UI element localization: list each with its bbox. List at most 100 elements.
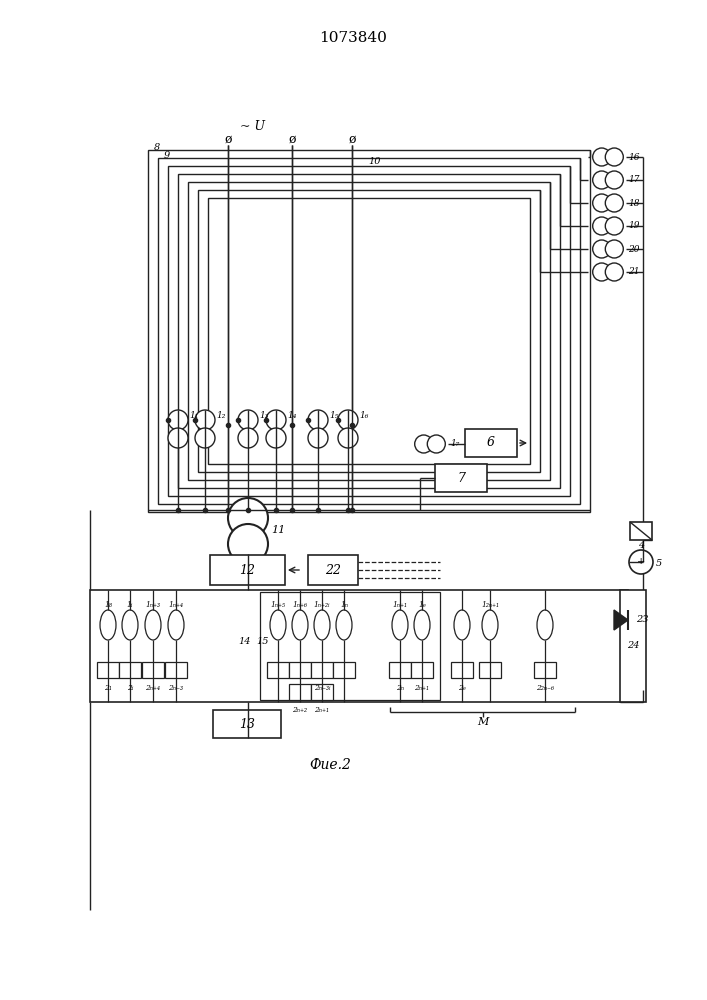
Bar (289, 662, 311, 678)
Bar (168, 166, 570, 496)
Text: 1₆: 1₆ (359, 410, 368, 420)
Ellipse shape (537, 610, 553, 640)
Bar (158, 158, 580, 504)
Text: 2₁: 2₁ (104, 684, 112, 692)
Bar (210, 555, 285, 585)
Text: 8: 8 (154, 142, 160, 151)
Text: 1₂ₙ₊₁: 1₂ₙ₊₁ (481, 601, 499, 609)
Text: Фие.2: Фие.2 (309, 758, 351, 772)
Text: 2ₙ₊₄: 2ₙ₊₄ (146, 684, 160, 692)
Text: 1₇: 1₇ (450, 440, 460, 448)
Bar (451, 662, 473, 678)
Text: 2ₑ: 2ₑ (458, 684, 466, 692)
Bar (198, 190, 540, 472)
Bar (178, 174, 560, 488)
Bar (97, 662, 119, 678)
Text: 23: 23 (636, 615, 648, 624)
Text: 1ₙ: 1ₙ (340, 601, 348, 609)
Text: 2ₙ: 2ₙ (396, 684, 404, 692)
Bar (411, 662, 433, 678)
Text: 1ₙ₊₆: 1ₙ₊₆ (293, 601, 308, 609)
Circle shape (592, 263, 611, 281)
Circle shape (605, 240, 624, 258)
Circle shape (338, 410, 358, 430)
Circle shape (308, 428, 328, 448)
Bar (208, 198, 530, 464)
Bar (119, 662, 141, 678)
Text: 1ₙ₊₂ᵢ: 1ₙ₊₂ᵢ (314, 601, 330, 609)
Text: 1₄: 1₄ (287, 410, 296, 420)
Bar (465, 429, 517, 457)
Bar (630, 522, 652, 540)
Bar (165, 662, 187, 678)
Text: 22: 22 (325, 564, 341, 576)
Bar (148, 150, 590, 512)
Bar (435, 464, 487, 492)
Ellipse shape (292, 610, 308, 640)
Circle shape (592, 171, 611, 189)
Text: 5: 5 (656, 558, 662, 568)
Text: 9: 9 (164, 150, 170, 159)
Circle shape (195, 410, 215, 430)
Text: 12: 12 (239, 564, 255, 576)
Text: 1ₙ₊₅: 1ₙ₊₅ (271, 601, 286, 609)
Bar (389, 662, 411, 678)
Bar (620, 590, 646, 702)
Text: 15: 15 (257, 638, 269, 647)
Circle shape (308, 410, 328, 430)
Text: 21: 21 (628, 267, 640, 276)
Circle shape (415, 435, 433, 453)
Text: 17: 17 (628, 176, 640, 184)
Circle shape (605, 194, 624, 212)
Text: 2ₙ₋₃: 2ₙ₋₃ (168, 684, 184, 692)
Ellipse shape (314, 610, 330, 640)
Circle shape (195, 428, 215, 448)
Circle shape (605, 171, 624, 189)
Circle shape (427, 435, 445, 453)
Circle shape (605, 148, 624, 166)
Circle shape (228, 498, 268, 538)
Text: 19: 19 (628, 222, 640, 231)
Text: 1ₙ₊₁: 1ₙ₊₁ (392, 601, 407, 609)
Circle shape (605, 217, 624, 235)
Text: 1₃: 1₃ (259, 410, 269, 420)
Ellipse shape (100, 610, 116, 640)
Text: M: M (477, 717, 489, 727)
Ellipse shape (122, 610, 138, 640)
Text: 2ₙ₋₃ᵢ: 2ₙ₋₃ᵢ (314, 684, 330, 692)
Text: 2ᵢ: 2ᵢ (127, 684, 133, 692)
Circle shape (238, 410, 258, 430)
Circle shape (592, 240, 611, 258)
Text: 16: 16 (628, 152, 640, 161)
Bar (142, 662, 164, 678)
Text: 7: 7 (457, 472, 465, 485)
Ellipse shape (145, 610, 161, 640)
Text: 2ₙ₊₁: 2ₙ₊₁ (315, 706, 329, 714)
Ellipse shape (336, 610, 352, 640)
Bar (267, 662, 289, 678)
Text: 2ₙ₊₂: 2ₙ₊₂ (293, 706, 308, 714)
Text: 1₈: 1₈ (104, 601, 112, 609)
Text: ø: ø (288, 132, 296, 145)
Ellipse shape (392, 610, 408, 640)
Text: 6: 6 (487, 436, 495, 450)
Text: 20: 20 (628, 244, 640, 253)
Text: 1₂: 1₂ (216, 410, 226, 420)
Circle shape (266, 428, 286, 448)
Text: 1₁: 1₁ (189, 410, 199, 420)
Text: 11: 11 (271, 525, 285, 535)
Text: 2₂ₙ₋₆: 2₂ₙ₋₆ (536, 684, 554, 692)
Text: ø: ø (224, 132, 232, 145)
Bar (260, 592, 440, 700)
Text: 13: 13 (239, 718, 255, 730)
Text: 10: 10 (368, 157, 380, 166)
Text: 1ᵢ: 1ᵢ (127, 601, 133, 609)
Ellipse shape (482, 610, 498, 640)
Circle shape (238, 428, 258, 448)
Circle shape (592, 194, 611, 212)
Text: 14: 14 (239, 638, 251, 647)
Bar (90, 590, 628, 702)
Bar (311, 662, 333, 678)
Text: ø: ø (349, 132, 356, 145)
Text: 1ₙ₊₃: 1ₙ₊₃ (146, 601, 160, 609)
